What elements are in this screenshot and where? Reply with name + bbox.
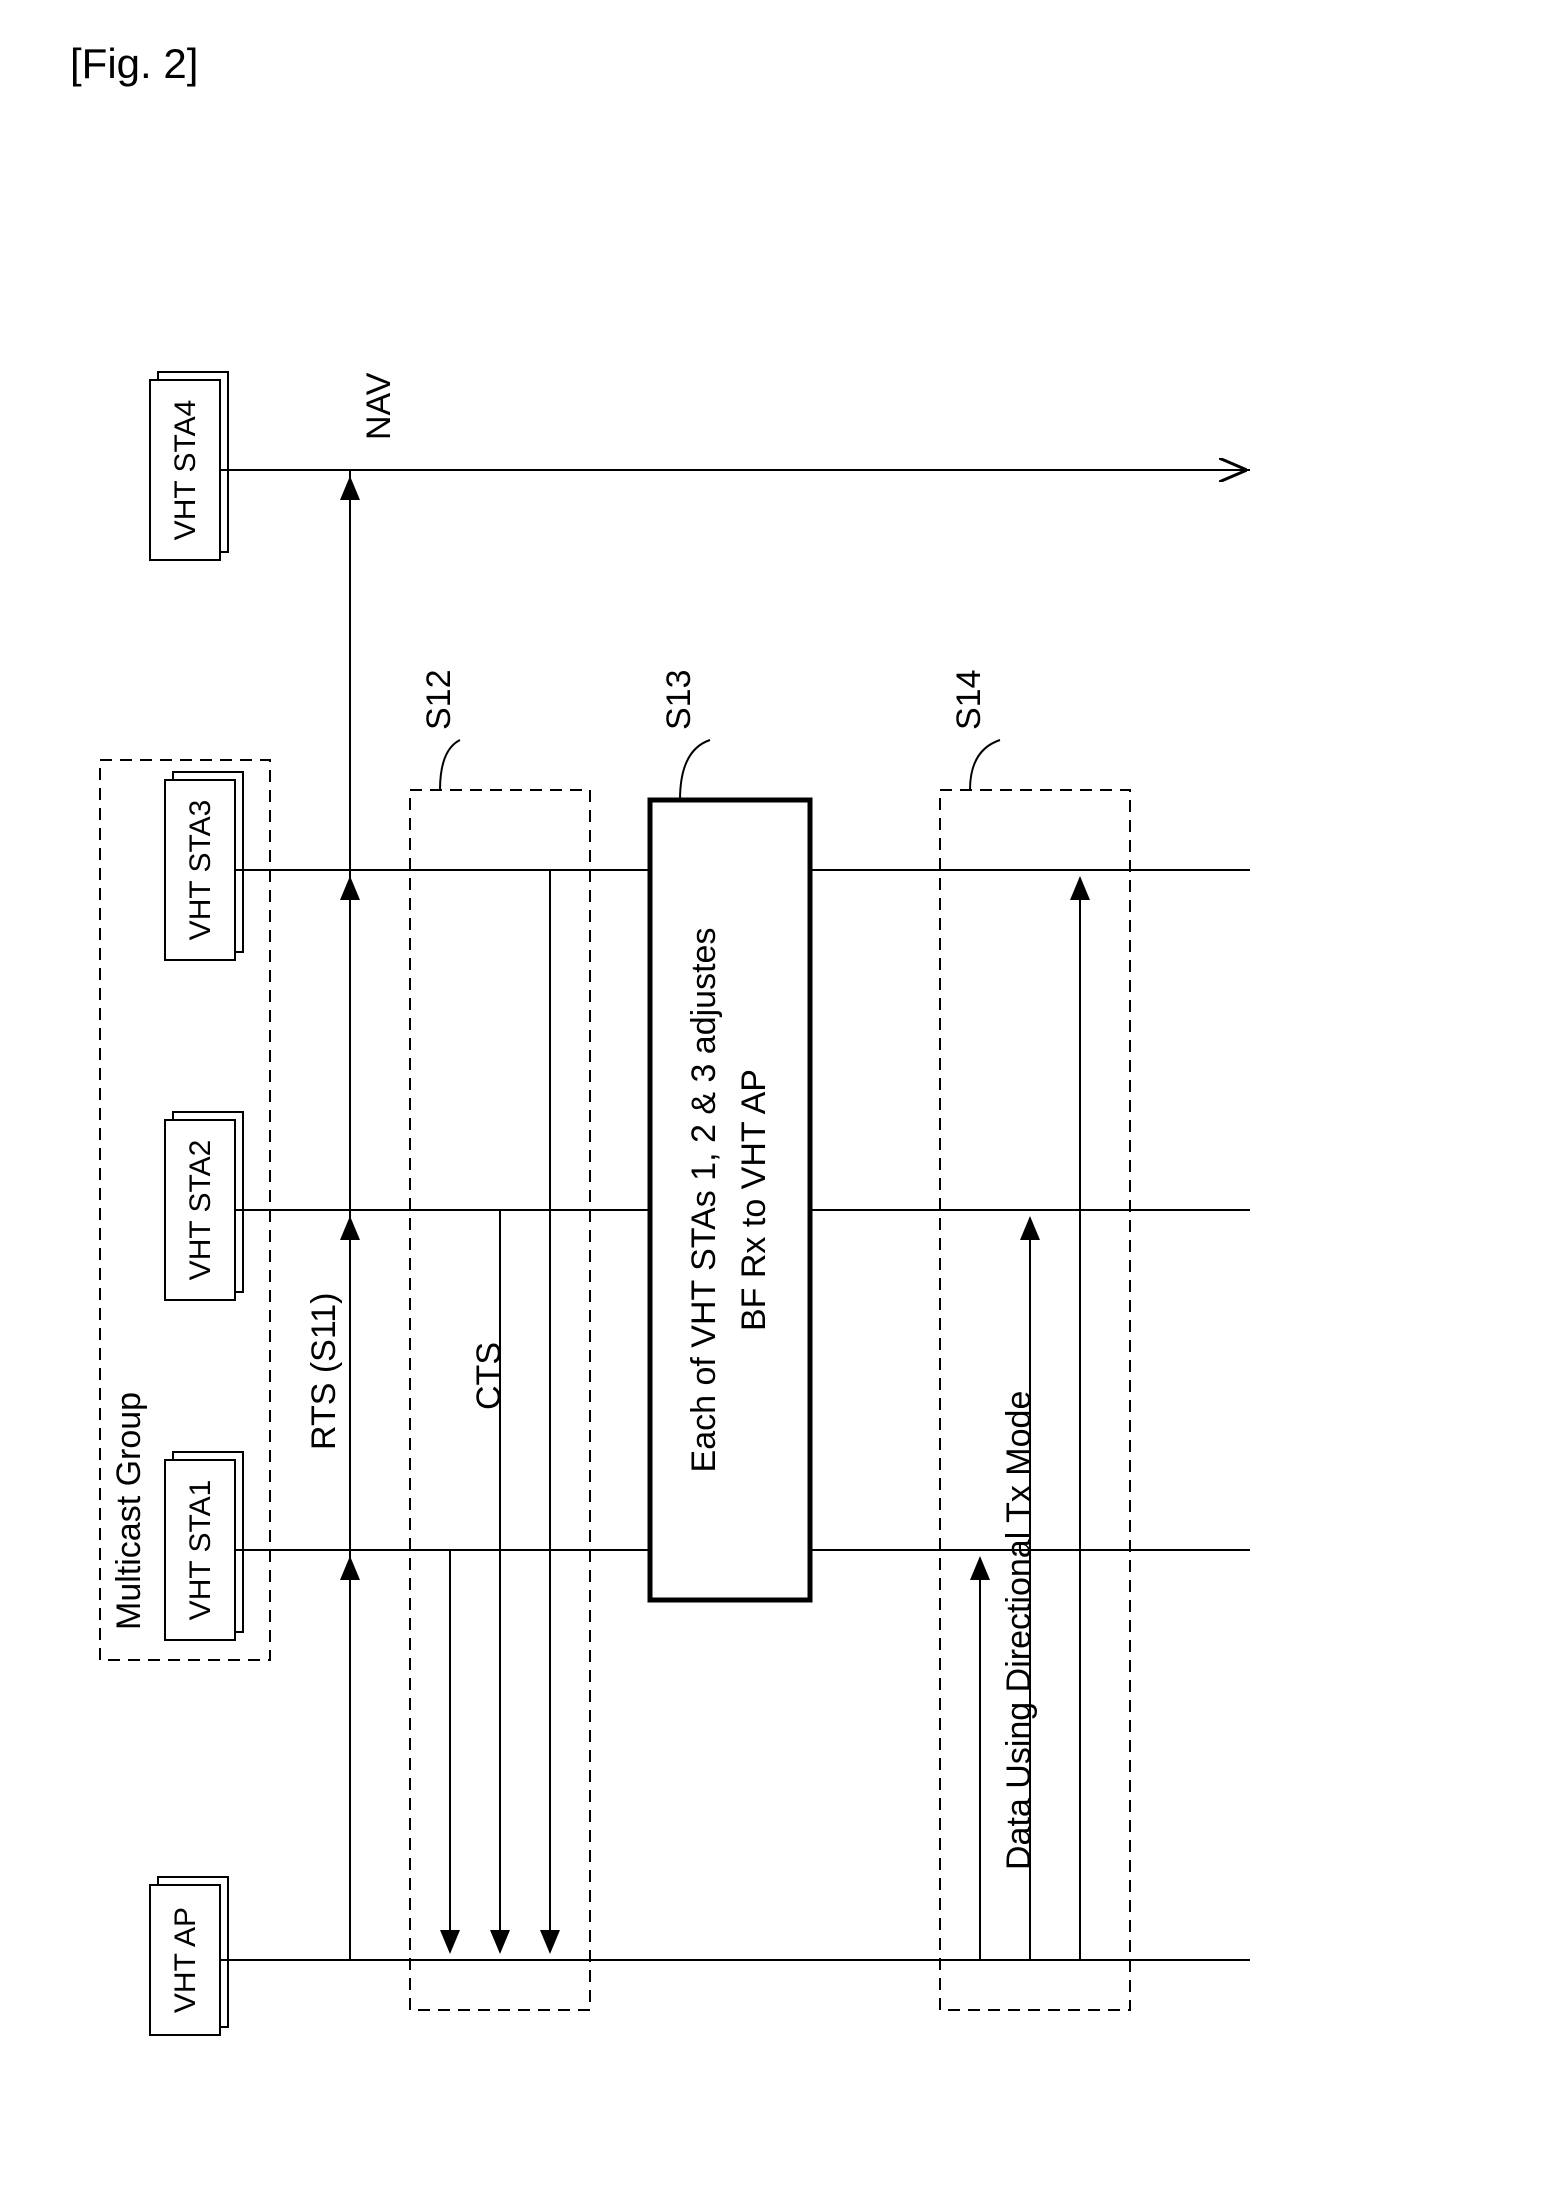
rts-label: RTS (S11) [305, 1293, 343, 1450]
s14-leader [970, 740, 1000, 790]
node-vht-sta1: VHT STA1 [165, 1452, 243, 1640]
s13-leader [680, 740, 710, 800]
cts-label: CTS [470, 1342, 508, 1410]
nav-label: NAV [360, 372, 398, 440]
node-vht-ap: VHT AP [150, 1877, 228, 2035]
figure-label: [Fig. 2] [70, 40, 198, 88]
svg-text:VHT STA3: VHT STA3 [184, 800, 217, 941]
svg-text:VHT STA4: VHT STA4 [169, 400, 202, 541]
s14-label: S14 [950, 670, 988, 731]
svg-text:VHT STA2: VHT STA2 [184, 1140, 217, 1281]
node-vht-sta2: VHT STA2 [165, 1112, 243, 1300]
node-vht-sta3: VHT STA3 [165, 772, 243, 960]
adjust-line2: BF Rx to VHT AP [735, 1069, 773, 1331]
adjust-line1: Each of VHT STAs 1, 2 & 3 adjustes [685, 928, 723, 1473]
multicast-group-label: Multicast Group [110, 1392, 148, 1630]
s12-label: S12 [420, 670, 458, 731]
adjust-box [650, 800, 810, 1600]
s12-leader [440, 740, 460, 790]
svg-text:VHT STA1: VHT STA1 [184, 1480, 217, 1621]
node-vht-sta4: VHT STA4 [150, 372, 228, 560]
s13-label: S13 [660, 670, 698, 731]
data-label: Data Using Directional Tx Mode [1000, 1391, 1038, 1870]
svg-text:VHT AP: VHT AP [169, 1907, 202, 2013]
sequence-diagram: Multicast Group VHT AP VHT STA1 VHT STA2… [70, 110, 1470, 2110]
